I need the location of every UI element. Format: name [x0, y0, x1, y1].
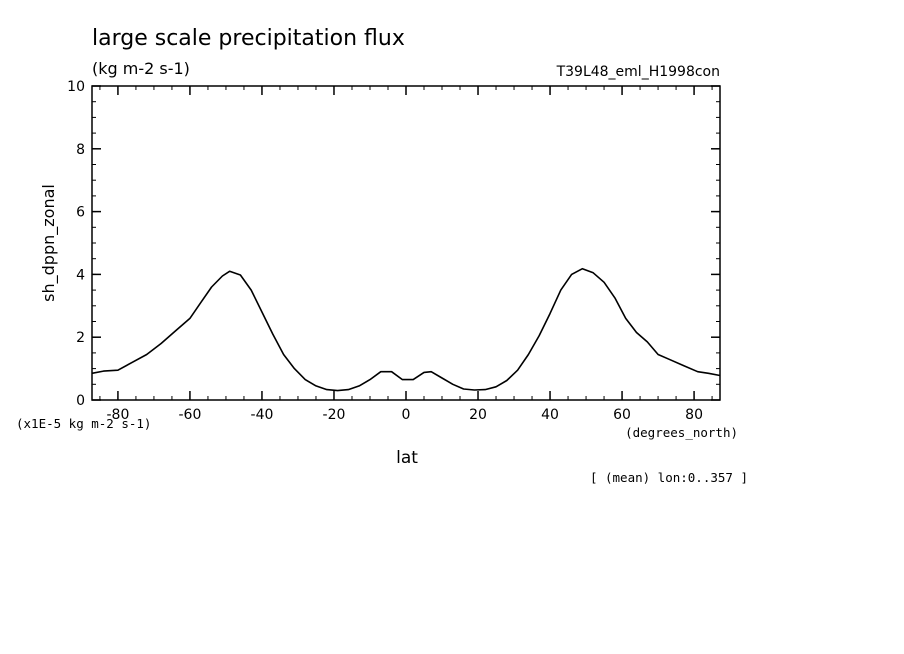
y-tick-label: 6: [76, 205, 85, 221]
x-axis-label: lat: [396, 448, 418, 468]
footnote: [ (mean) lon:0..357 ]: [590, 470, 748, 485]
y-tick-label: 8: [76, 142, 85, 158]
x-tick-label: 80: [685, 407, 703, 423]
x-tick-label: 20: [469, 407, 487, 423]
chart-subtitle: (kg m-2 s-1): [92, 59, 190, 78]
y-tick-label: 4: [76, 267, 85, 283]
y-tick-label: 2: [76, 330, 85, 346]
y-axis-label: sh_dppn_zonal: [39, 184, 59, 302]
y-scale-note: (x1E-5 kg m-2 s-1): [16, 416, 151, 431]
x-tick-label: 40: [541, 407, 559, 423]
y-tick-label: 0: [76, 393, 85, 409]
series-line: [91, 267, 721, 392]
x-tick-label: -40: [251, 407, 274, 423]
plot-area: -80 -60 -40 -20 0 20 40 60 80 0 2 4 6 8 10: [67, 79, 721, 423]
x-tick-label: 60: [613, 407, 631, 423]
x-tick-label: 0: [402, 407, 411, 423]
y-tick-label: 10: [67, 79, 85, 95]
chart-title: large scale precipitation flux: [92, 26, 405, 51]
x-tick-label: -60: [179, 407, 202, 423]
x-tick-label: -20: [323, 407, 346, 423]
x-tick-label: -80: [106, 407, 129, 423]
plot-frame: [91, 85, 721, 401]
run-label: T39L48_eml_H1998con: [556, 64, 720, 80]
x-axis-units: (degrees_north): [625, 425, 738, 440]
